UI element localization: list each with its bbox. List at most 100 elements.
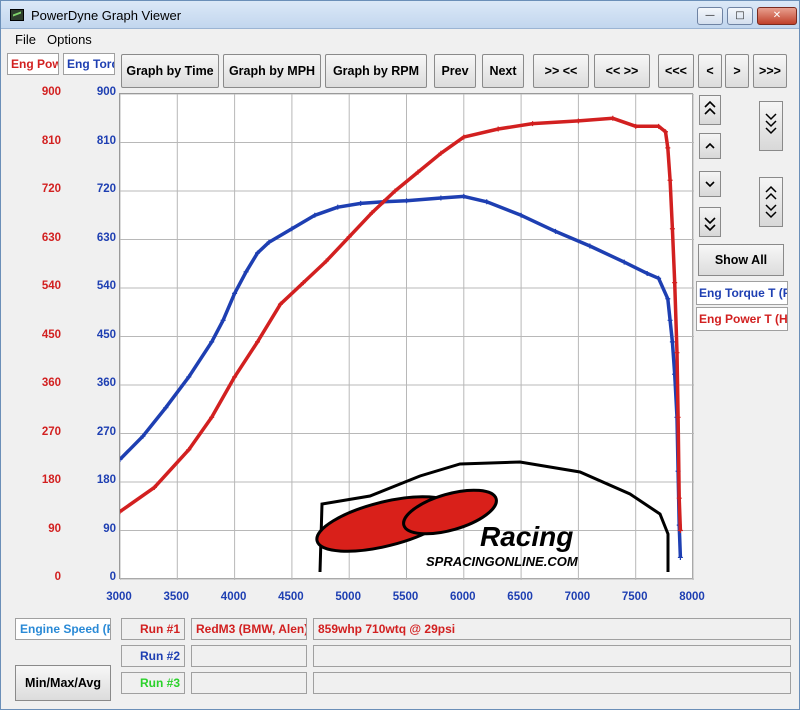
y-tick-label: 900 (96, 86, 116, 98)
menu-options[interactable]: Options (47, 32, 92, 47)
power-point (667, 177, 673, 183)
scroll-last-button[interactable]: >>> (753, 54, 787, 88)
x-tick-label: 7000 (564, 591, 591, 603)
y-tick-label: 0 (109, 571, 116, 583)
torque-point (552, 228, 558, 234)
y-tick-label: 270 (41, 425, 61, 438)
y-tick-label: 0 (54, 571, 61, 583)
y-tick-label: 810 (96, 134, 116, 147)
tab-eng-pow[interactable]: Eng Pow (7, 53, 59, 75)
scroll-down-button[interactable] (699, 171, 721, 197)
torque-point (587, 243, 593, 249)
x-tick-label: 5500 (392, 591, 419, 603)
menu-bar: File Options (1, 29, 799, 49)
power-point (120, 509, 123, 515)
power-point (323, 258, 329, 264)
x-tick-label: 4500 (278, 591, 304, 603)
title-bar: PowerDyne Graph Viewer — □ ✕ (1, 1, 799, 29)
torque-point (358, 200, 364, 206)
y-tick-label: 360 (41, 377, 61, 389)
torque-point (289, 226, 295, 232)
y-tick-label: 180 (96, 474, 116, 486)
logo-racing-text: Racing (480, 521, 573, 552)
x-tick-label: 5000 (335, 591, 361, 603)
scroll-first-button[interactable]: <<< (658, 54, 694, 88)
torque-point (656, 275, 662, 281)
power-point (656, 123, 662, 129)
power-point (415, 169, 421, 175)
torque-point (669, 339, 675, 345)
y-tick-label: 540 (41, 280, 61, 292)
menu-file[interactable]: File (15, 32, 36, 47)
close-button[interactable]: ✕ (757, 7, 797, 25)
power-point (346, 234, 352, 240)
scroll-up-fast-button[interactable] (699, 95, 721, 125)
torque-point (186, 374, 192, 380)
torque-point (461, 193, 467, 199)
show-all-button[interactable]: Show All (698, 244, 784, 276)
scale-compress-button[interactable] (759, 101, 783, 151)
double-chevron-up-icon (704, 100, 716, 115)
torque-point (335, 204, 341, 210)
logo-swoosh-p (402, 488, 498, 536)
graph-by-mph-button[interactable]: Graph by MPH (223, 54, 321, 88)
run-1-note[interactable]: 859whp 710wtq @ 29psi (313, 618, 791, 640)
logo-url-text: SPRACINGONLINE.COM (426, 554, 579, 569)
y-tick-label: 360 (96, 377, 116, 389)
legend-eng-power[interactable]: Eng Power T (HP (696, 307, 788, 331)
x-tick-label: 6500 (507, 591, 533, 603)
power-point (633, 123, 639, 129)
power-point (495, 126, 501, 132)
scale-expand-button[interactable] (759, 177, 783, 227)
scroll-back-button[interactable]: < (698, 54, 722, 88)
run-2-note[interactable] (313, 645, 791, 667)
power-point (461, 134, 467, 140)
run-3-note[interactable] (313, 672, 791, 694)
run-3-name[interactable] (191, 672, 307, 694)
y-tick-label: 90 (103, 522, 116, 535)
prev-button[interactable]: Prev (434, 54, 476, 88)
y-tick-label: 540 (96, 280, 116, 292)
torque-point (243, 269, 249, 275)
torque-point (484, 199, 490, 205)
zoom-in-button[interactable]: >> << (533, 54, 589, 88)
y-tick-label: 720 (96, 183, 116, 195)
power-point (677, 528, 683, 533)
scroll-up-button[interactable] (699, 133, 721, 159)
engine-speed-label[interactable]: Engine Speed (RI (15, 618, 111, 640)
x-tick-label: 7500 (621, 591, 648, 603)
torque-point (232, 290, 238, 296)
minimize-button[interactable]: — (697, 7, 723, 25)
power-point (277, 301, 283, 307)
power-point (672, 280, 678, 286)
run-2-label: Run #2 (121, 645, 185, 667)
run-1-name[interactable]: RedM3 (BMW, Alen) (191, 618, 307, 640)
sp-racing-logo: Racing SPRACINGONLINE.COM (315, 460, 670, 573)
run-2-name[interactable] (191, 645, 307, 667)
chart-plot-area[interactable]: Racing SPRACINGONLINE.COM (119, 93, 694, 580)
power-point (669, 226, 675, 232)
scroll-forward-button[interactable]: > (725, 54, 749, 88)
scroll-down-fast-button[interactable] (699, 207, 721, 237)
graph-by-time-button[interactable]: Graph by Time (121, 54, 219, 88)
graph-by-rpm-button[interactable]: Graph by RPM (325, 54, 427, 88)
power-point (675, 414, 681, 420)
x-tick-label: 3500 (163, 591, 190, 603)
zoom-out-button[interactable]: << >> (594, 54, 650, 88)
torque-point (209, 339, 215, 345)
run-3-label: Run #3 (121, 672, 185, 694)
torque-point (438, 195, 444, 201)
power-point (610, 115, 616, 121)
torque-point (140, 433, 146, 439)
legend-eng-torque[interactable]: Eng Torque T (Ft (696, 281, 788, 305)
car-outline-logo (318, 460, 670, 573)
next-button[interactable]: Next (482, 54, 524, 88)
torque-point (120, 456, 123, 462)
power-point (438, 150, 444, 156)
maximize-button[interactable]: □ (727, 7, 753, 25)
min-max-avg-button[interactable]: Min/Max/Avg (15, 665, 111, 701)
tab-eng-torq[interactable]: Eng Torq (63, 53, 115, 75)
torque-point (667, 317, 673, 323)
power-point (662, 129, 668, 135)
torque-point (665, 296, 671, 302)
